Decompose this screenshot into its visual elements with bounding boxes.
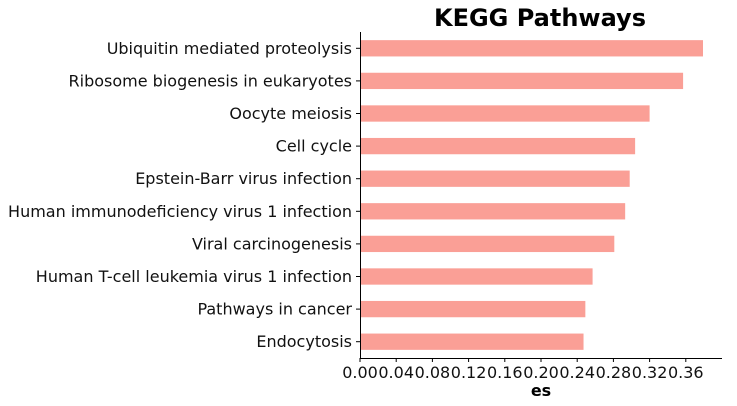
x-ticks: 0.00 0.04 0.08 0.12 0.16 0.20 0.24 0.28 0.32 0.36 (342, 358, 704, 382)
bar (360, 137, 636, 155)
y-tick-label: Viral carcinogenesis (192, 234, 352, 253)
bar (360, 333, 584, 350)
x-tick-label: 0.04 (378, 363, 414, 382)
bar (360, 300, 586, 318)
x-tick-label: 0.28 (596, 363, 632, 382)
y-tick-label: Cell cycle (276, 137, 352, 156)
bars-group (360, 40, 703, 350)
bar (360, 268, 593, 285)
x-tick-label: 0.00 (342, 363, 378, 382)
y-tick-label: Human T-cell leukemia virus 1 infection (36, 267, 352, 286)
x-tick-label: 0.08 (415, 363, 451, 382)
bar (360, 105, 650, 122)
y-tick-label: Ribosome biogenesis in eukaryotes (69, 71, 352, 90)
x-tick-label: 0.16 (487, 363, 523, 382)
x-tick-label: 0.32 (632, 363, 668, 382)
x-axis-label: es (531, 381, 551, 400)
y-tick-labels: Ubiquitin mediated proteolysis Ribosome b… (8, 39, 360, 351)
x-tick-label: 0.20 (523, 363, 559, 382)
bar (360, 40, 703, 57)
y-tick-label: Endocytosis (256, 332, 352, 351)
bar (360, 235, 615, 253)
x-tick-label: 0.36 (668, 363, 704, 382)
y-tick-label: Epstein-Barr virus infection (135, 169, 352, 188)
y-tick-label: Human immunodeficiency virus 1 infection (8, 202, 352, 221)
y-tick-label: Pathways in cancer (197, 300, 352, 319)
y-tick-label: Oocyte meiosis (229, 104, 352, 123)
x-tick-label: 0.24 (559, 363, 595, 382)
y-tick-label: Ubiquitin mediated proteolysis (107, 39, 352, 58)
chart-title: KEGG Pathways (434, 4, 646, 32)
bar (360, 72, 684, 90)
bar (360, 203, 626, 220)
x-tick-label: 0.12 (451, 363, 487, 382)
bar (360, 170, 630, 187)
